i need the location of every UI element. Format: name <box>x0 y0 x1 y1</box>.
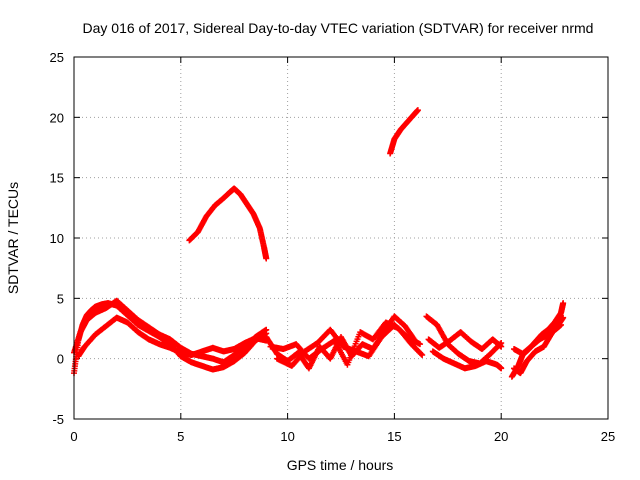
series-arc-c <box>75 314 270 360</box>
y-axis-label: SDTVAR / TECUs <box>5 182 21 294</box>
y-tick-label: 20 <box>50 110 64 125</box>
y-tick-label: 25 <box>50 50 64 65</box>
x-tick-label: 5 <box>177 429 184 444</box>
x-axis-label: GPS time / hours <box>287 457 394 473</box>
ticks: 0 5 10 15 20 25 -5 0 5 10 15 20 25 <box>50 50 616 444</box>
plot-frame <box>73 56 609 420</box>
data-point <box>419 352 426 359</box>
data-point <box>263 255 270 262</box>
series-arc-m <box>511 314 567 357</box>
series-arc-g <box>267 319 426 368</box>
data-point <box>498 365 505 372</box>
series-arc-h <box>273 321 424 369</box>
y-tick-label: -5 <box>52 412 64 427</box>
chart-title: Day 016 of 2017, Sidereal Day-to-day VTE… <box>83 20 594 36</box>
data-point <box>417 341 424 348</box>
series-arc-n <box>511 321 565 377</box>
data-point <box>414 107 421 114</box>
x-tick-label: 20 <box>494 429 508 444</box>
data-point <box>498 343 505 350</box>
series-arc-e <box>387 107 421 157</box>
data-point <box>558 321 565 328</box>
x-tick-label: 10 <box>280 429 294 444</box>
series-arc-j <box>429 348 505 372</box>
y-tick-label: 15 <box>50 171 64 186</box>
y-tick-label: 0 <box>57 352 64 367</box>
x-tick-label: 0 <box>70 429 77 444</box>
x-tick-label: 15 <box>387 429 401 444</box>
data-point <box>560 300 567 307</box>
x-tick-label: 25 <box>601 429 615 444</box>
y-tick-label: 5 <box>57 291 64 306</box>
data-point <box>560 314 567 321</box>
series-arc-k <box>425 329 505 353</box>
data-points <box>71 107 567 380</box>
data-point <box>418 351 425 358</box>
data-point <box>263 326 270 333</box>
series-arc-d <box>186 185 270 262</box>
y-tick-label: 10 <box>50 231 64 246</box>
